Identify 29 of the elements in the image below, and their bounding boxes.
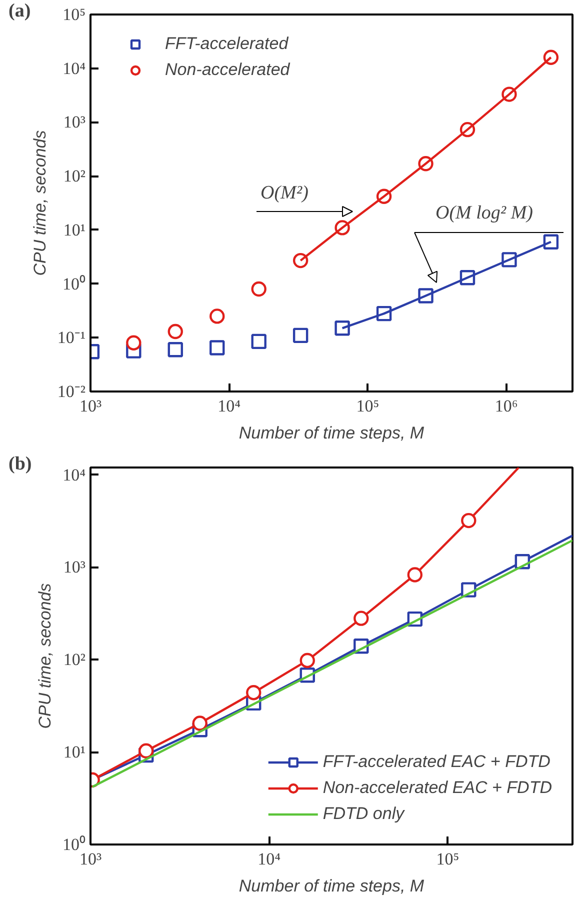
y-tick-label: 10¹ [63, 220, 86, 240]
y-tick-label: 10⁴ [62, 58, 86, 78]
annotation: O(M log² M) [436, 202, 534, 224]
legend-label: Non-accelerated [165, 60, 290, 80]
legend-label: Non-accelerated EAC + FDTD [322, 778, 552, 798]
legend-label: FFT-accelerated [165, 34, 288, 54]
y-tick-label: 10³ [63, 558, 86, 577]
y-tick-label: 10⁰ [62, 274, 86, 294]
x-axis-title: Number of time steps, M [238, 424, 425, 442]
y-tick-label: 10² [63, 650, 86, 670]
x-tick-label: 10⁴ [258, 850, 281, 868]
x-tick-label: 10⁵ [436, 850, 460, 868]
y-axis-title: CPU time, seconds [36, 582, 54, 729]
annotation: O(M²) [260, 182, 308, 204]
x-tick-label: 10⁴ [218, 396, 241, 416]
x-axis-title: Number of time steps, M [238, 876, 425, 896]
chart-title: (a) [8, 0, 31, 22]
chart-title: (b) [8, 454, 32, 474]
x-tick-label: 10⁵ [356, 396, 380, 416]
y-tick-label: 10⁻¹ [57, 328, 86, 348]
y-tick-label: 10⁴ [62, 465, 86, 484]
y-tick-label: 10³ [63, 112, 86, 132]
y-tick-label: 10² [63, 166, 86, 186]
x-tick-label: 10⁶ [494, 396, 518, 416]
legend-label: FFT-accelerated EAC + FDTD [322, 752, 550, 772]
legend-label: FDTD only [322, 804, 404, 824]
y-tick-label: 10⁵ [62, 5, 86, 24]
y-axis-title: CPU time, seconds [30, 130, 50, 276]
y-tick-label: 10¹ [63, 742, 86, 762]
